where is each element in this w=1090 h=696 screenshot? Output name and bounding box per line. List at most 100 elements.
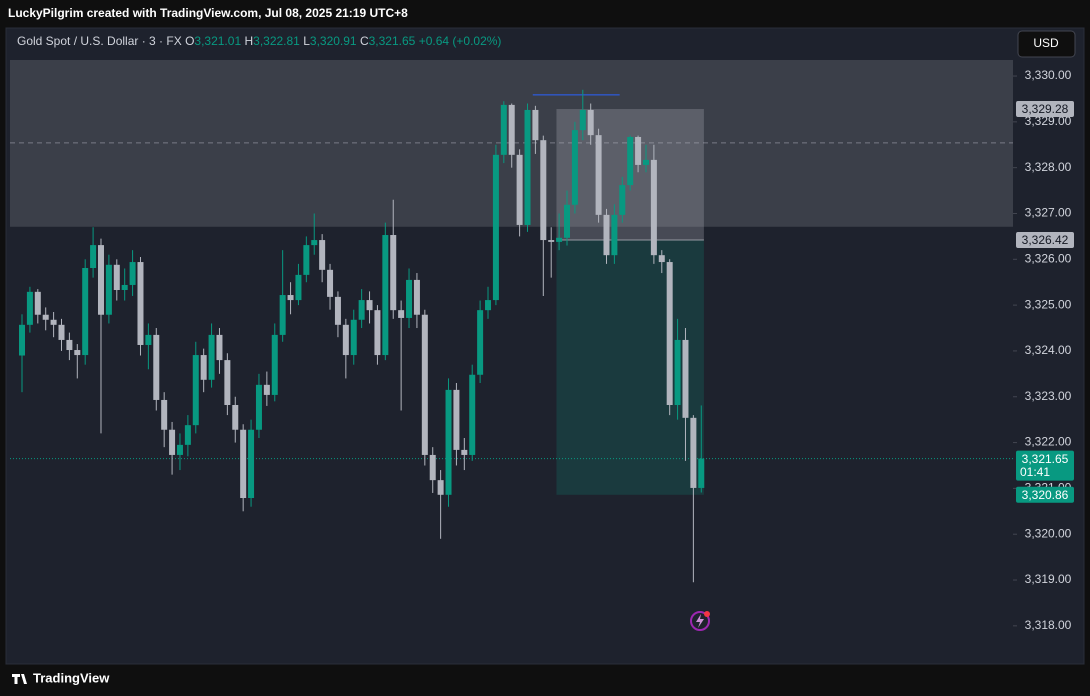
candle-body — [627, 136, 634, 186]
candle-body — [208, 334, 215, 380]
candle-body — [500, 104, 507, 155]
alert-icon[interactable] — [690, 611, 710, 631]
candle-body — [350, 319, 357, 356]
candle-body — [169, 429, 176, 455]
candle-body — [524, 109, 531, 225]
candle-body — [129, 262, 136, 285]
candle-body — [334, 296, 341, 325]
last-price-label: 3,321.65 — [1022, 452, 1069, 466]
candle-body — [532, 109, 539, 141]
candle-body — [184, 425, 191, 445]
candle-body — [698, 458, 705, 488]
y-tick-label: 3,327.00 — [1025, 206, 1072, 220]
candle-body — [445, 389, 452, 495]
candle-body — [145, 334, 152, 345]
alert-ring[interactable] — [690, 611, 710, 631]
legend-key: H — [244, 34, 253, 48]
candle-body — [603, 214, 610, 256]
alert-dot[interactable] — [704, 611, 710, 617]
candle-body — [66, 339, 73, 351]
candle-body — [650, 159, 657, 256]
candle-body — [176, 444, 183, 455]
legend-value: 3,321.01 — [194, 34, 241, 48]
candle-body — [658, 255, 665, 263]
candle-body — [263, 384, 270, 395]
price-badge — [1016, 486, 1074, 503]
symbol: Gold Spot / U.S. Dollar · 3 · FX — [17, 34, 182, 48]
candle-body — [303, 245, 310, 275]
candle-body — [406, 279, 413, 318]
candle-body — [319, 240, 326, 270]
legend-value: 3,322.81 — [253, 34, 300, 48]
candle-body — [137, 262, 144, 345]
y-tick-label: 3,319.00 — [1025, 572, 1072, 586]
candle-body — [413, 279, 420, 315]
candle-body — [508, 104, 515, 155]
candle-body — [192, 355, 199, 426]
price-badge-label: 3,326.42 — [1022, 233, 1069, 247]
candle-body — [327, 269, 334, 297]
candle-body — [548, 240, 555, 242]
candle-body — [19, 324, 26, 356]
candle-body — [674, 339, 681, 405]
candle-body — [595, 135, 602, 215]
legend-key: O — [185, 34, 194, 48]
candle-body — [485, 300, 492, 311]
plot — [10, 60, 1013, 583]
candle-body — [492, 154, 499, 301]
candle-body — [366, 300, 373, 311]
candle-body — [563, 204, 570, 238]
candle-body — [342, 324, 349, 356]
candle-body — [437, 480, 444, 495]
y-tick-label: 3,326.00 — [1025, 251, 1072, 265]
overlay: 3,318.003,319.003,320.003,321.003,322.00… — [1013, 58, 1083, 636]
candle-body — [42, 314, 49, 320]
brand-name: TradingView — [33, 670, 110, 685]
candle-body — [105, 264, 112, 315]
candle-body — [153, 334, 160, 400]
currency-button[interactable] — [1017, 30, 1076, 58]
candle-body — [642, 159, 649, 165]
candle-body — [58, 324, 65, 340]
candle-body — [477, 310, 484, 375]
candle-body — [429, 454, 436, 481]
candle-body — [579, 109, 586, 131]
candle-body — [50, 319, 57, 325]
y-tick-label: 3,329.00 — [1025, 114, 1072, 128]
price-axis — [1013, 58, 1083, 636]
candle-body — [90, 245, 97, 269]
price-badge — [1016, 101, 1074, 118]
candle-body — [121, 284, 128, 290]
candle-body — [556, 237, 563, 242]
legend-change: +0.64 (+0.02%) — [419, 34, 502, 48]
candle-body — [82, 268, 89, 356]
candle-body — [113, 264, 120, 290]
brand: TradingView — [12, 670, 110, 685]
price-badge-label: 3,329.28 — [1022, 102, 1069, 116]
candle-body — [690, 417, 697, 488]
alert-bolt[interactable] — [696, 614, 704, 628]
candle-body — [97, 245, 104, 315]
candle-body — [390, 235, 397, 311]
candle-body — [248, 429, 255, 499]
candle-body — [469, 374, 476, 455]
y-tick-label: 3,318.00 — [1025, 618, 1072, 632]
candle-body — [421, 314, 428, 455]
candle-body — [74, 350, 81, 356]
candle-body — [666, 262, 673, 405]
candle-body — [271, 334, 278, 395]
candle-body — [26, 291, 33, 325]
candle-body — [358, 300, 365, 320]
candle-body — [461, 449, 468, 455]
candle-body — [587, 109, 594, 136]
y-tick-label: 3,323.00 — [1025, 389, 1072, 403]
last-price-badge — [1016, 450, 1074, 481]
candle-body — [635, 136, 642, 165]
currency-label[interactable]: USD — [1033, 36, 1059, 50]
y-tick-label: 3,330.00 — [1025, 68, 1072, 82]
chart-pane — [5, 27, 1085, 665]
candle-body — [255, 384, 262, 430]
candle-body — [619, 185, 626, 215]
